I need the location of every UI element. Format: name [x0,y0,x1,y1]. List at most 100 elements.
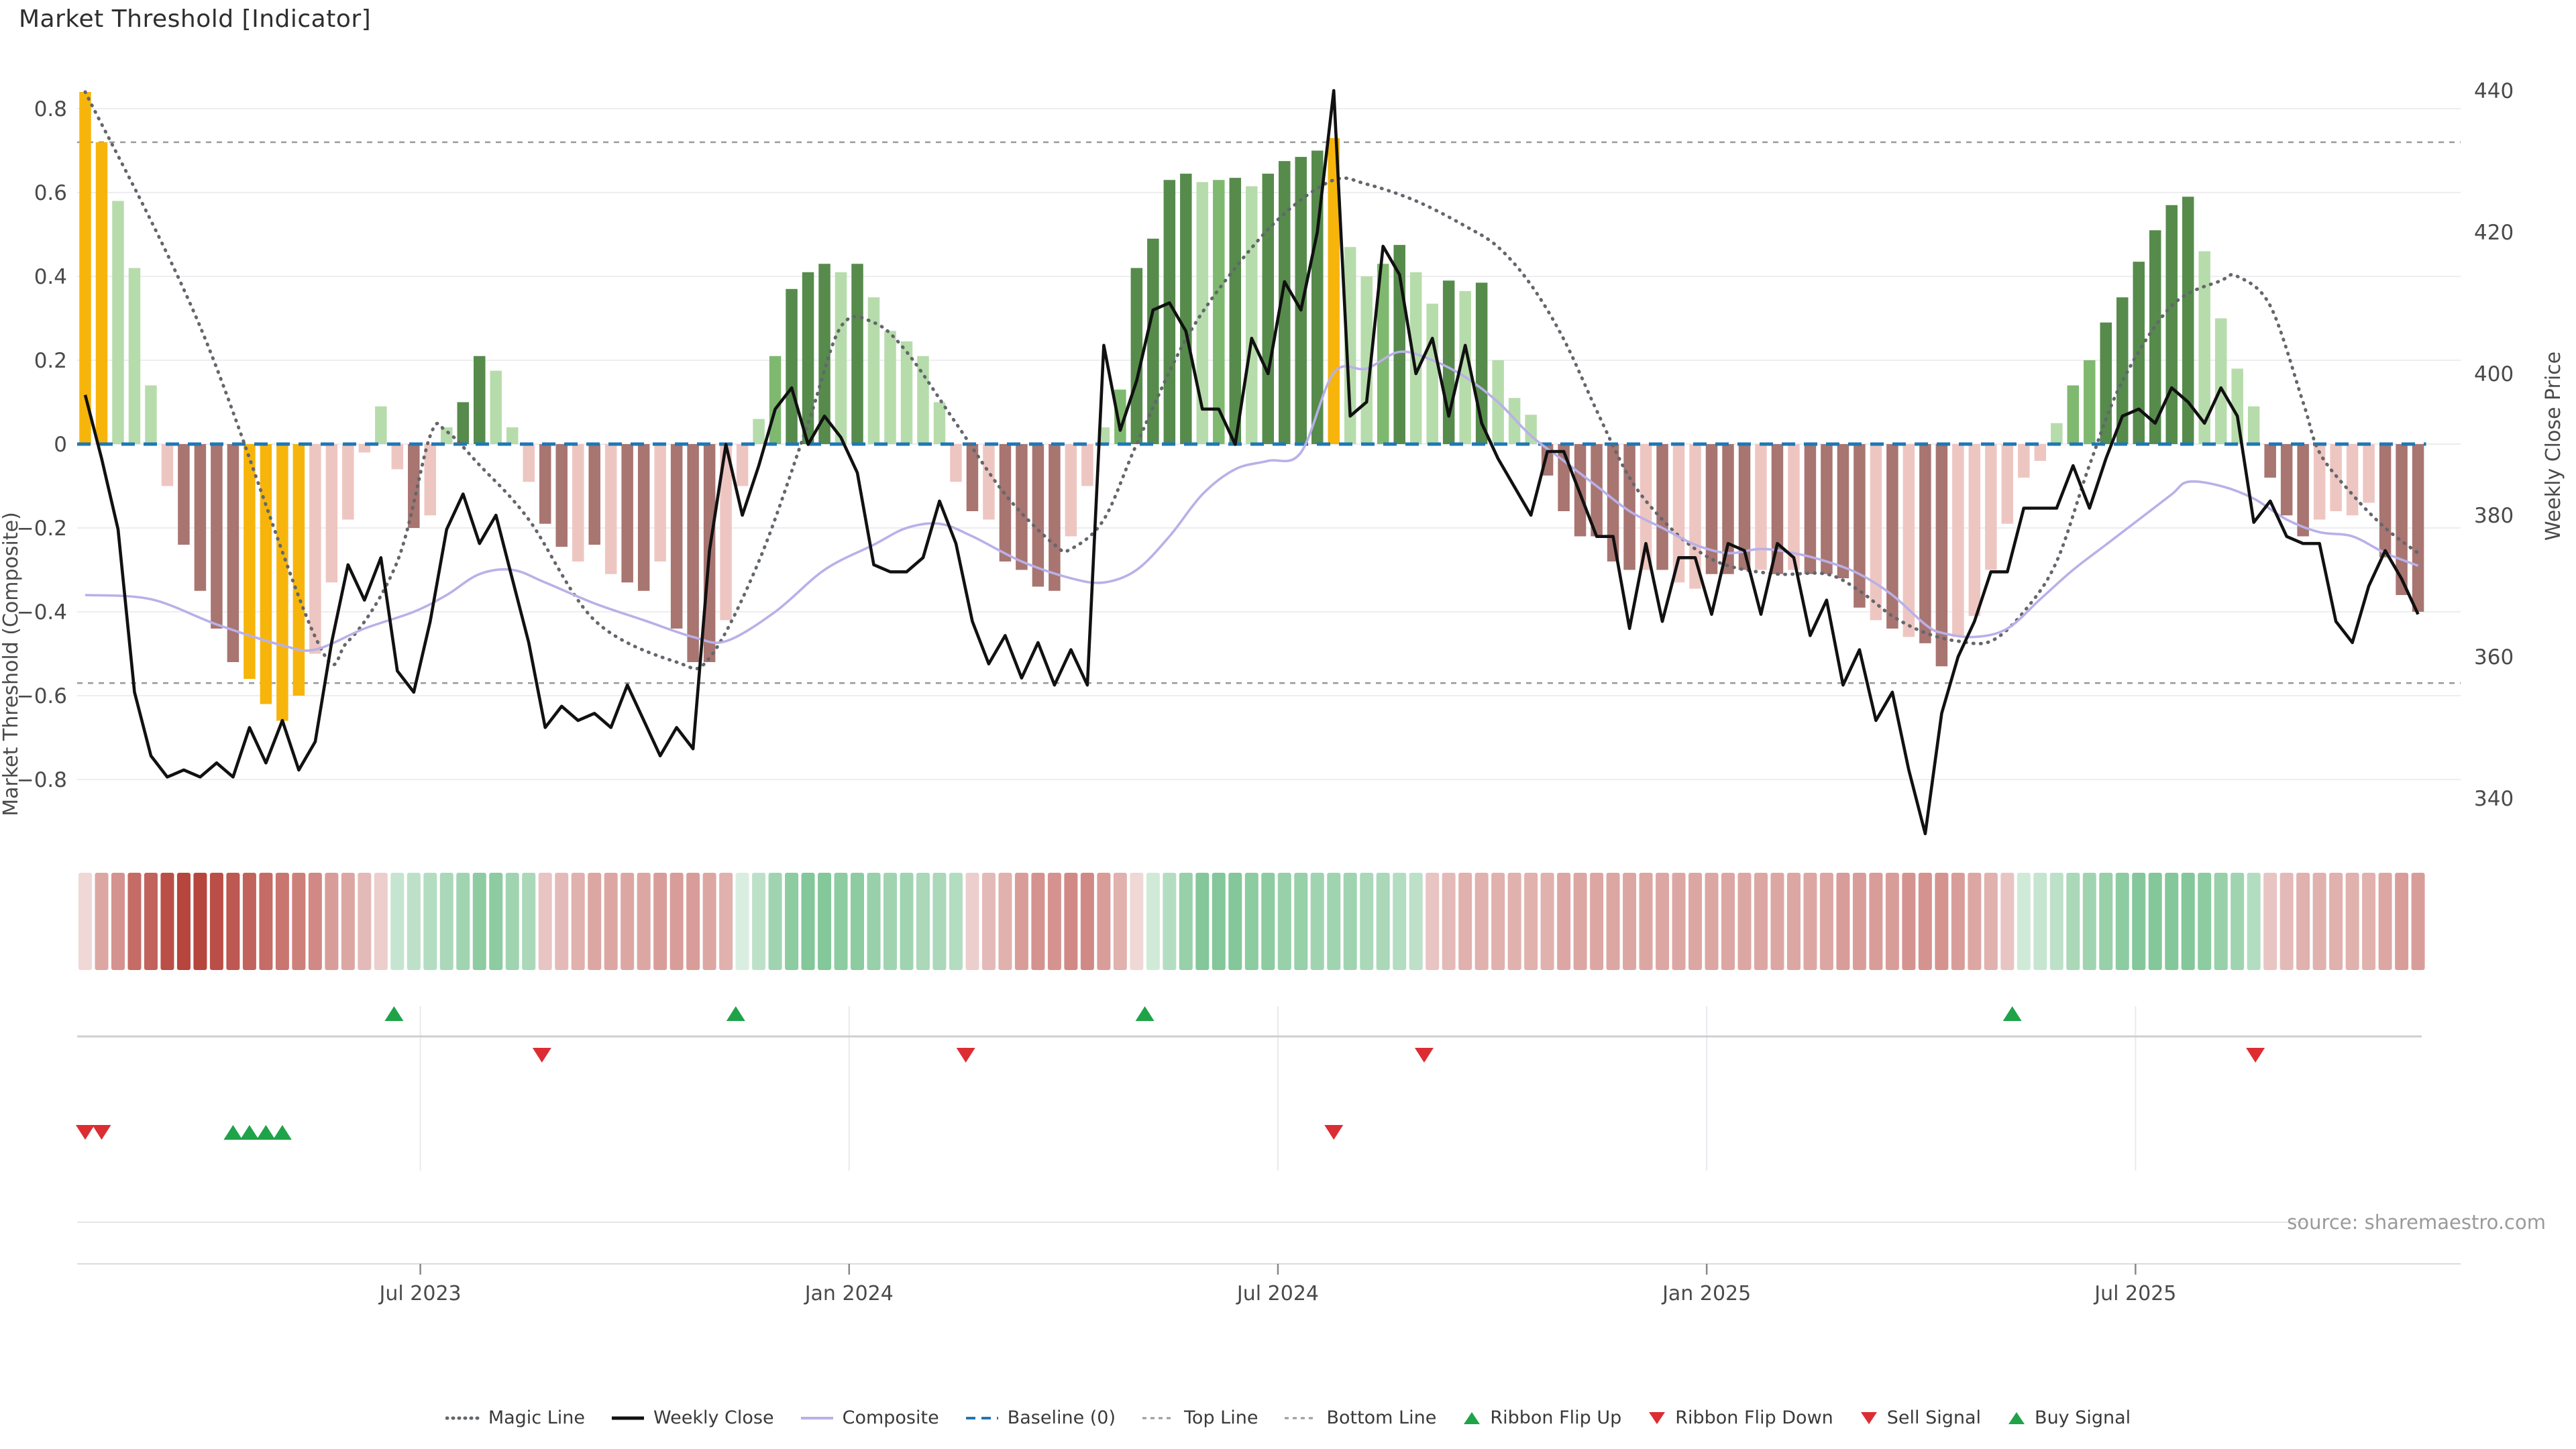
threshold-bar [1426,303,1438,444]
ribbon-cell [1228,873,1242,970]
page-title: Market Threshold [Indicator] [19,5,372,33]
ribbon-cell [209,873,223,970]
ribbon-cell [1376,873,1390,970]
ribbon-cell [1623,873,1637,970]
ribbon-cell [1113,873,1127,970]
threshold-bar [2379,444,2392,557]
ribbon-cell [358,873,372,970]
legend-swatch-icon [1142,1417,1175,1419]
threshold-bar [292,444,305,696]
threshold-bar [966,444,979,511]
legend-swatch-icon [1285,1417,1318,1419]
threshold-bar [1705,444,1718,574]
ribbon-cell [374,873,388,970]
ribbon-cell [1869,873,1883,970]
threshold-bar [1508,398,1521,444]
ribbon-cell [193,873,207,970]
left-tick-label: 0.8 [34,97,67,121]
threshold-bar [818,264,830,444]
buy-signal-marker [272,1125,292,1140]
ribbon-cell [1261,873,1275,970]
ribbon-cell [851,873,865,970]
threshold-bar [1295,156,1307,444]
ribbon-cell [998,873,1012,970]
ribbon-cell [1639,873,1653,970]
ribbon-cell [621,873,635,970]
ribbon-cell [1852,873,1866,970]
threshold-bar [1049,444,1061,591]
ribbon-flip-down-marker [2246,1048,2265,1063]
threshold-bar [1623,444,1635,570]
ribbon-cell [1146,873,1160,970]
trend-ribbon [78,873,2425,970]
ribbon-cell [1212,873,1226,970]
ribbon-cell [669,873,684,970]
threshold-bar [276,444,288,721]
ribbon-cell [308,873,322,970]
threshold-bar [654,444,666,561]
ribbon-cell [1688,873,1703,970]
ribbon-cell [341,873,355,970]
legend-swatch-icon [800,1416,833,1419]
legend-label: Ribbon Flip Down [1675,1407,1833,1428]
ribbon-cell [144,873,158,970]
threshold-bar [2264,444,2276,478]
threshold-bar [621,444,633,583]
threshold-bar [506,427,519,444]
ribbon-cell [1836,873,1850,970]
ribbon-cell [1474,873,1489,970]
threshold-bar [1081,444,1093,486]
threshold-bar [1902,444,1915,637]
ribbon-cell [78,873,92,970]
ribbon-cell [588,873,602,970]
threshold-bar [1886,444,1898,629]
x-tick-label: Jan 2024 [804,1282,894,1305]
threshold-bar [1229,178,1242,444]
ribbon-cell [242,873,256,970]
ribbon-cell [1524,873,1538,970]
legend-label: Bottom Line [1326,1407,1437,1428]
ribbon-cell [407,873,421,970]
threshold-bar [2214,318,2227,444]
threshold-bar [1935,444,1948,667]
ribbon-cell [1310,873,1324,970]
ribbon-cell [2362,873,2376,970]
ribbon-cell [752,873,766,970]
ribbon-cell [1064,873,1078,970]
ribbon-cell [489,873,503,970]
signal-markers [76,1006,2461,1265]
ribbon-cell [834,873,848,970]
ribbon-cell [1080,873,1094,970]
ribbon-cell [1656,873,1670,970]
ribbon-cell [423,873,437,970]
threshold-bar [1459,290,1471,444]
ribbon-cell [2049,873,2063,970]
threshold-bar [1311,150,1324,444]
threshold-bar [1147,238,1159,444]
threshold-bar [604,444,617,574]
ribbon-cell [686,873,700,970]
ribbon-cell [127,873,142,970]
threshold-bar [950,444,962,482]
threshold-bar [2001,444,2014,524]
threshold-bar [1262,173,1275,444]
ribbon-cell [2345,873,2359,970]
ribbon-cell [719,873,733,970]
threshold-bar [474,356,486,444]
ribbon-cell [1935,873,1949,970]
threshold-bar [424,444,437,516]
ribbon-cell [981,873,996,970]
ribbon-cell [2296,873,2310,970]
sell-signal-marker [92,1125,111,1140]
threshold-bar [2247,406,2260,444]
ribbon-cell [653,873,667,970]
ribbon-cell [965,873,979,970]
ribbon-cell [1409,873,1423,970]
threshold-bar [1279,161,1291,444]
chart-legend: Magic Line Weekly Close Composite Baseline … [0,1407,2576,1428]
ribbon-cell [1672,873,1686,970]
threshold-bar [2149,230,2161,444]
threshold-bar [539,444,551,524]
buy-triangle-icon [1464,1411,1481,1424]
threshold-bar [194,444,207,591]
